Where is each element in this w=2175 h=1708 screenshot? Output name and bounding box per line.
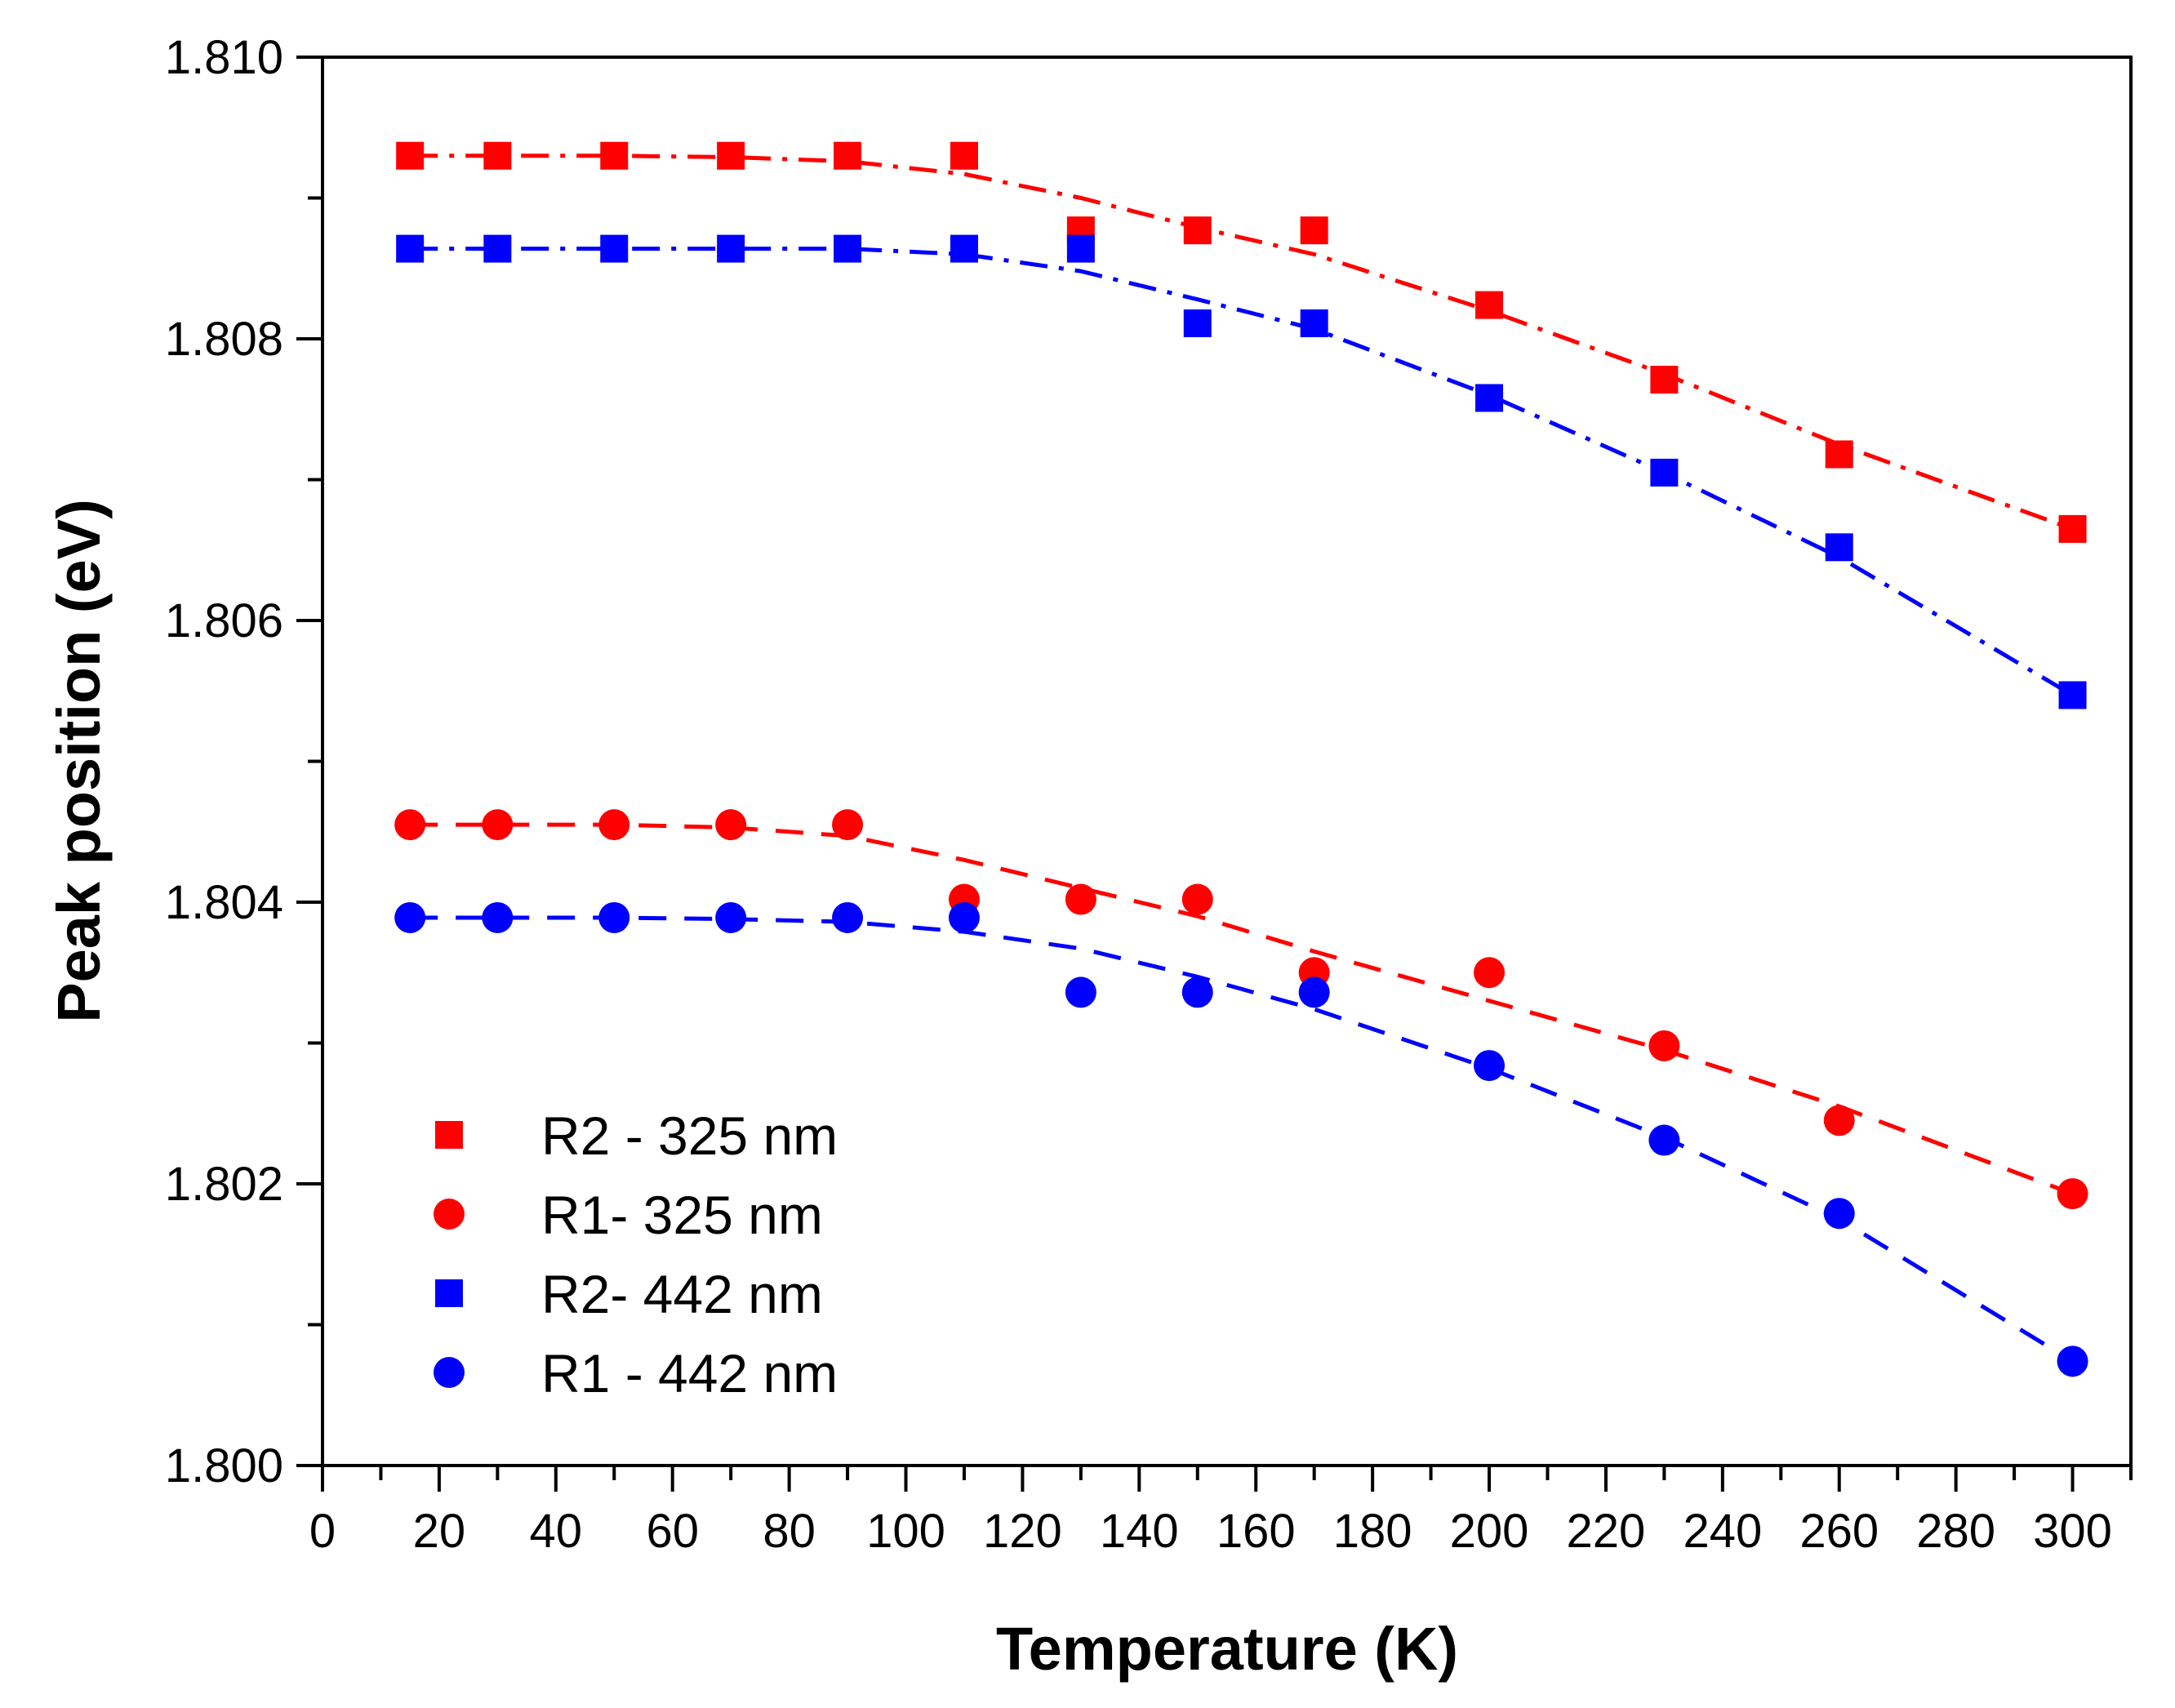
data-point: [2058, 681, 2087, 709]
data-point: [600, 141, 629, 170]
x-tick-label: 220: [1567, 1505, 1646, 1558]
data-point: [598, 901, 630, 933]
data-point: [1300, 216, 1328, 245]
x-tick-label: 20: [413, 1505, 466, 1558]
data-point: [715, 901, 747, 933]
x-tick-label: 280: [1916, 1505, 1995, 1558]
x-tick-label: 260: [1799, 1505, 1879, 1558]
data-point: [1183, 216, 1212, 245]
data-point: [1181, 976, 1213, 1008]
y-axis-title: Peak position (eV): [45, 499, 113, 1022]
fit-line: [410, 247, 2074, 697]
data-point: [1474, 1050, 1506, 1082]
legend-marker: [434, 1357, 465, 1388]
legend-label: R1- 325 nm: [541, 1185, 823, 1245]
x-tick-label: 160: [1216, 1505, 1296, 1558]
data-point: [1823, 1105, 1855, 1136]
data-point: [598, 809, 630, 841]
data-point: [832, 809, 864, 841]
x-tick-label: 240: [1683, 1505, 1762, 1558]
y-tick-label: 1.804: [165, 876, 283, 929]
x-tick-label: 200: [1450, 1505, 1529, 1558]
legend-label: R2 - 325 nm: [541, 1105, 838, 1166]
data-point: [482, 901, 514, 933]
legend-marker: [434, 1199, 465, 1230]
data-point: [2057, 1178, 2088, 1210]
data-point: [1066, 234, 1095, 263]
data-point: [482, 809, 514, 841]
y-tick-label: 1.806: [165, 594, 283, 647]
y-tick-label: 1.808: [165, 313, 283, 366]
data-markers: [394, 141, 2088, 1377]
data-point: [1474, 957, 1506, 989]
data-point: [1648, 1030, 1680, 1061]
data-point: [1065, 883, 1096, 915]
legend-label: R2- 442 nm: [541, 1264, 823, 1324]
data-point: [950, 141, 978, 170]
legend: R2 - 325 nm R1- 325 nm R2- 442 nm R1 - 442 …: [434, 1105, 838, 1403]
x-tick-label: 60: [646, 1505, 699, 1558]
data-point: [715, 809, 747, 841]
x-tick-label: 0: [309, 1505, 336, 1558]
data-point: [2057, 1345, 2088, 1377]
data-point: [600, 234, 629, 263]
data-point: [483, 234, 512, 263]
y-tick-label: 1.810: [165, 31, 283, 84]
x-axis-ticks: 0 20 40 60 80 100 120 140 160 180 200 220 240 260 280 3…: [309, 1466, 2133, 1558]
legend-label: R1 - 442 nm: [541, 1343, 838, 1403]
data-point: [394, 901, 426, 933]
y-tick-label: 1.802: [165, 1158, 283, 1211]
data-point: [1065, 976, 1096, 1008]
data-point: [1183, 309, 1212, 338]
data-point: [396, 234, 425, 263]
y-axis-ticks: 1.800 1.802 1.804 1.806 1.808 1.810: [165, 31, 322, 1492]
data-point: [717, 234, 745, 263]
x-tick-label: 140: [1100, 1505, 1179, 1558]
data-point: [1825, 440, 1853, 469]
fit-line: [410, 153, 2074, 532]
data-point: [394, 809, 426, 841]
fit-lines: [410, 153, 2074, 1363]
x-tick-label: 180: [1333, 1505, 1412, 1558]
y-tick-label: 1.800: [165, 1439, 283, 1492]
plot-frame: [321, 56, 2133, 1467]
data-point: [1823, 1198, 1855, 1230]
data-point: [1650, 458, 1679, 487]
data-point: [1298, 976, 1330, 1008]
data-point: [1475, 384, 1504, 412]
data-point: [950, 234, 978, 263]
data-point: [1825, 533, 1853, 562]
data-point: [834, 141, 862, 170]
x-tick-label: 40: [530, 1505, 583, 1558]
data-point: [832, 901, 864, 933]
x-tick-label: 100: [866, 1505, 945, 1558]
data-point: [1181, 883, 1213, 915]
x-axis-title: Temperature (K): [996, 1615, 1458, 1683]
data-point: [483, 141, 512, 170]
data-point: [1475, 291, 1504, 319]
data-point: [717, 141, 745, 170]
data-point: [1648, 1124, 1680, 1156]
data-point: [834, 234, 862, 263]
x-tick-label: 300: [2033, 1505, 2112, 1558]
data-point: [1300, 309, 1328, 338]
data-point: [1650, 366, 1679, 394]
x-tick-label: 80: [763, 1505, 816, 1558]
x-tick-label: 120: [983, 1505, 1062, 1558]
data-point: [396, 141, 425, 170]
data-point: [2058, 514, 2087, 543]
legend-marker: [435, 1121, 463, 1149]
data-point: [948, 901, 980, 933]
legend-marker: [435, 1279, 463, 1307]
